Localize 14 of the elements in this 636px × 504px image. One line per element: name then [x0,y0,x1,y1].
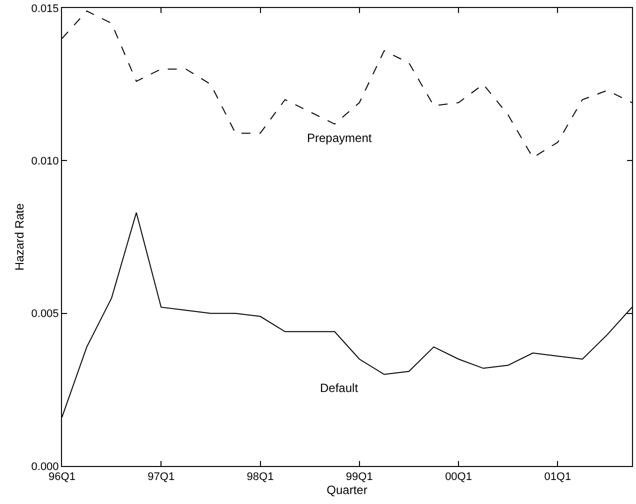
y-tick-label: 0.005 [31,308,59,320]
y-tick-label: 0.015 [31,2,59,15]
y-axis-title: Hazard Rate [12,202,27,271]
y-tick-label: 0.000 [31,460,59,473]
x-tick-label: 01Q1 [544,471,572,484]
x-axis-title: Quarter [326,483,368,498]
x-tick-label: 98Q1 [246,471,274,484]
series-label: Default [320,381,359,395]
y-tick-label: 0.010 [31,156,59,168]
x-tick-label: 96Q1 [48,471,76,484]
x-tick-label: 97Q1 [148,471,175,484]
x-tick-label: 00Q1 [445,471,472,484]
series-label: Prepayment [307,131,372,145]
x-tick-label: 99Q1 [346,471,373,484]
